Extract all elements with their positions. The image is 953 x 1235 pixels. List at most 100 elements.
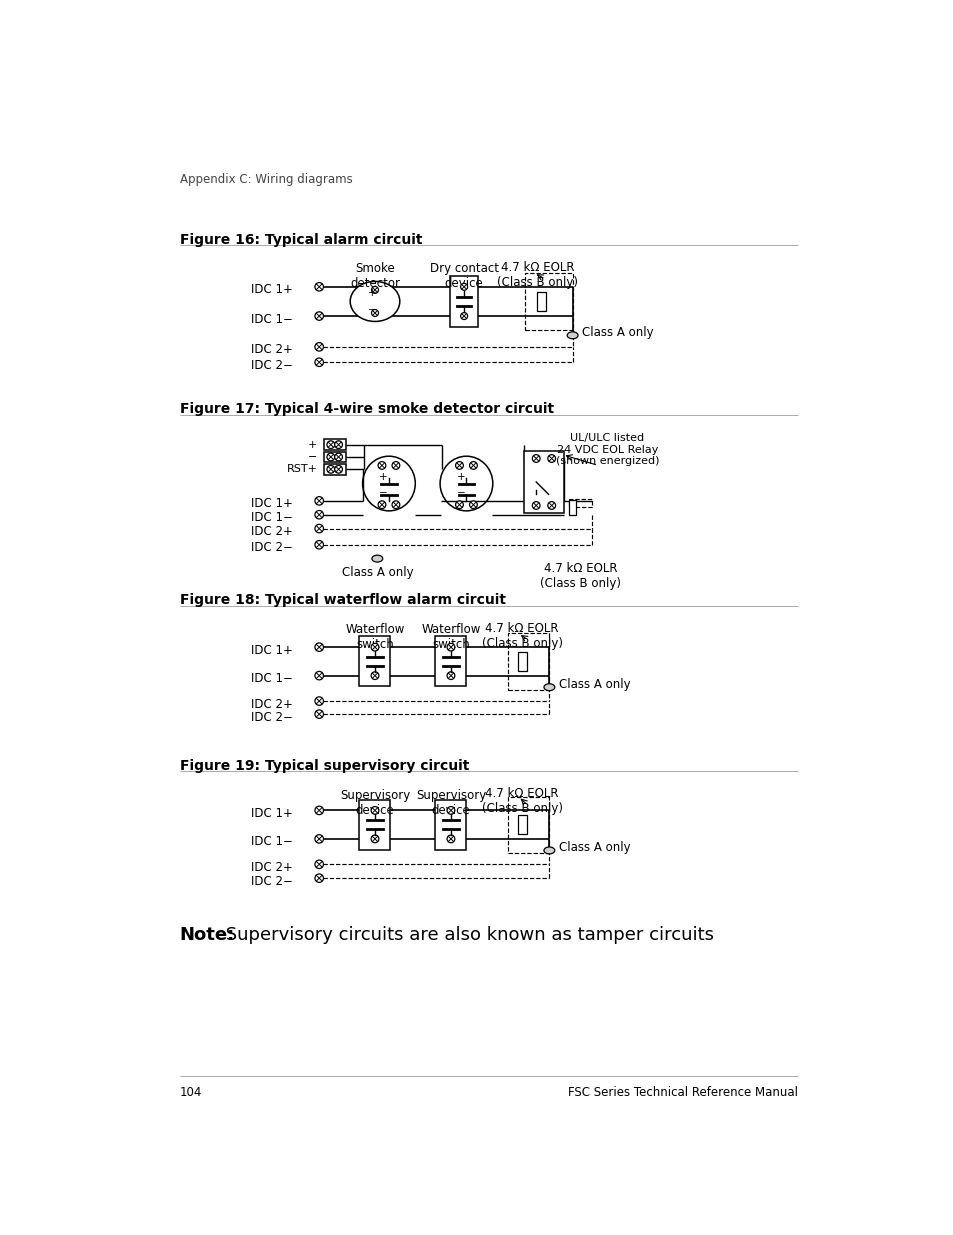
Text: Smoke
detector: Smoke detector xyxy=(350,262,399,290)
Text: Figure 18: Typical waterflow alarm circuit: Figure 18: Typical waterflow alarm circu… xyxy=(179,593,505,608)
Bar xyxy=(450,275,477,327)
Text: Supervisory
device: Supervisory device xyxy=(339,789,410,816)
Text: Class A only: Class A only xyxy=(558,678,630,690)
Ellipse shape xyxy=(439,456,493,511)
Circle shape xyxy=(371,806,378,814)
Text: 4.7 kΩ EOLR
(Class B only): 4.7 kΩ EOLR (Class B only) xyxy=(539,562,620,589)
Circle shape xyxy=(456,501,463,509)
Circle shape xyxy=(460,283,467,290)
Text: IDC 2+: IDC 2+ xyxy=(251,698,293,710)
Text: −: − xyxy=(367,305,375,315)
Text: IDC 2−: IDC 2− xyxy=(251,874,293,888)
Circle shape xyxy=(314,525,323,532)
Circle shape xyxy=(532,501,539,509)
Circle shape xyxy=(377,501,385,509)
Circle shape xyxy=(469,501,476,509)
Circle shape xyxy=(371,672,378,679)
Text: IDC 2−: IDC 2− xyxy=(251,710,293,724)
Circle shape xyxy=(314,860,323,868)
Circle shape xyxy=(314,342,323,351)
Circle shape xyxy=(314,541,323,550)
Text: FSC Series Technical Reference Manual: FSC Series Technical Reference Manual xyxy=(568,1086,798,1099)
Text: IDC 2+: IDC 2+ xyxy=(251,861,293,874)
Text: +: + xyxy=(308,440,317,450)
Ellipse shape xyxy=(350,282,399,321)
Bar xyxy=(359,799,390,850)
Bar xyxy=(517,652,526,671)
Text: Class A only: Class A only xyxy=(581,326,653,338)
Text: Supervisory circuits are also known as tamper circuits: Supervisory circuits are also known as t… xyxy=(220,926,713,944)
Bar xyxy=(568,500,576,515)
Bar xyxy=(323,452,345,462)
Circle shape xyxy=(327,441,335,448)
Text: −: − xyxy=(308,452,317,462)
Text: Note:: Note: xyxy=(179,926,234,944)
Text: UL/ULC listed
24 VDC EOL Relay
(shown energized): UL/ULC listed 24 VDC EOL Relay (shown en… xyxy=(556,433,659,467)
Circle shape xyxy=(547,501,555,509)
Ellipse shape xyxy=(543,684,555,690)
Circle shape xyxy=(469,462,476,469)
Text: RST+: RST+ xyxy=(286,464,317,474)
Circle shape xyxy=(371,835,378,842)
Text: Class A only: Class A only xyxy=(341,567,413,579)
Circle shape xyxy=(314,710,323,719)
Circle shape xyxy=(314,874,323,882)
Text: −: − xyxy=(378,488,388,498)
Bar xyxy=(323,464,345,474)
Text: +: + xyxy=(367,288,375,298)
Bar xyxy=(323,440,345,450)
Circle shape xyxy=(456,462,463,469)
Circle shape xyxy=(314,835,323,844)
Circle shape xyxy=(327,453,335,461)
Bar xyxy=(523,451,563,514)
Text: IDC 2−: IDC 2− xyxy=(251,541,293,555)
Text: 104: 104 xyxy=(179,1086,202,1099)
Text: IDC 1−: IDC 1− xyxy=(251,672,293,685)
Circle shape xyxy=(314,283,323,291)
Circle shape xyxy=(327,466,335,473)
Bar xyxy=(568,499,592,508)
Circle shape xyxy=(314,672,323,680)
Text: 4.7 kΩ EOLR
(Class B only): 4.7 kΩ EOLR (Class B only) xyxy=(481,787,562,815)
Text: Dry contact
device: Dry contact device xyxy=(429,262,498,290)
Circle shape xyxy=(371,643,378,651)
Text: Figure 17: Typical 4-wire smoke detector circuit: Figure 17: Typical 4-wire smoke detector… xyxy=(179,403,554,416)
Circle shape xyxy=(314,643,323,651)
Ellipse shape xyxy=(543,847,555,853)
Text: IDC 1−: IDC 1− xyxy=(251,312,293,326)
Text: IDC 1−: IDC 1− xyxy=(251,835,293,848)
Ellipse shape xyxy=(372,556,382,562)
Bar xyxy=(435,636,466,687)
Circle shape xyxy=(371,310,378,316)
Circle shape xyxy=(392,462,399,469)
Text: Appendix C: Wiring diagrams: Appendix C: Wiring diagrams xyxy=(179,173,352,185)
Circle shape xyxy=(335,441,342,448)
Circle shape xyxy=(335,453,342,461)
Text: IDC 1+: IDC 1+ xyxy=(251,643,293,657)
Text: Figure 19: Typical supervisory circuit: Figure 19: Typical supervisory circuit xyxy=(179,758,469,773)
Circle shape xyxy=(532,454,539,462)
Text: IDC 1+: IDC 1+ xyxy=(251,283,293,296)
Circle shape xyxy=(314,358,323,367)
Circle shape xyxy=(447,835,455,842)
Text: IDC 2+: IDC 2+ xyxy=(251,343,293,357)
Circle shape xyxy=(377,462,385,469)
Text: Class A only: Class A only xyxy=(558,841,630,853)
Circle shape xyxy=(447,672,455,679)
Bar xyxy=(508,797,549,852)
Text: +: + xyxy=(378,472,388,483)
Bar xyxy=(537,293,545,311)
Circle shape xyxy=(335,466,342,473)
Text: IDC 2−: IDC 2− xyxy=(251,359,293,372)
Bar xyxy=(435,799,466,850)
Text: 4.7 kΩ EOLR
(Class B only): 4.7 kΩ EOLR (Class B only) xyxy=(481,621,562,650)
Text: IDC 1+: IDC 1+ xyxy=(251,806,293,820)
Text: Figure 16: Typical alarm circuit: Figure 16: Typical alarm circuit xyxy=(179,233,422,247)
Ellipse shape xyxy=(362,456,415,511)
Circle shape xyxy=(547,454,555,462)
Circle shape xyxy=(314,496,323,505)
Text: −: − xyxy=(456,488,465,498)
Circle shape xyxy=(314,697,323,705)
Circle shape xyxy=(460,312,467,320)
Bar xyxy=(524,273,572,330)
